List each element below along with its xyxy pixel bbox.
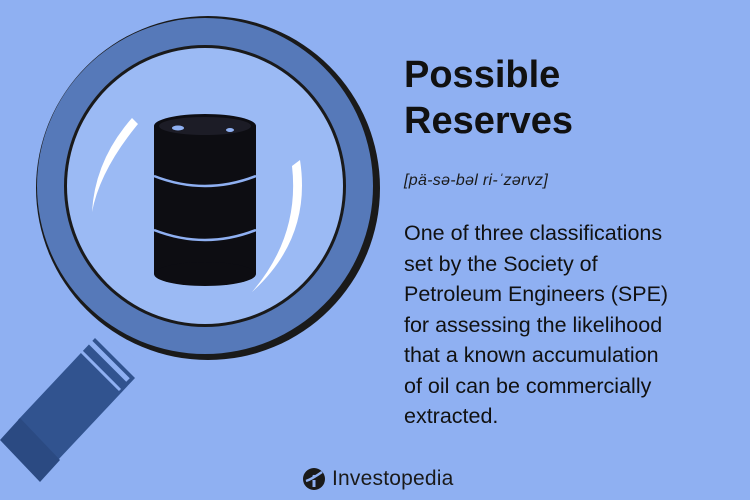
definition-line: extracted.	[404, 404, 499, 428]
definition-line: One of three classifications	[404, 221, 663, 245]
brand-logo: Investopedia	[302, 464, 454, 494]
definition: One of three classifications set by the …	[404, 218, 724, 432]
oil-barrel-icon	[153, 114, 257, 286]
pronunciation: [pä-sə-bəl ri-ˈzərvz]	[404, 172, 549, 189]
brand-name: Investopedia	[332, 467, 454, 490]
definition-line: set by the Society of	[404, 251, 598, 276]
definition-line: Petroleum Engineers (SPE)	[404, 282, 669, 306]
term-title-line: Reserves	[404, 100, 574, 142]
investopedia-logo-icon	[303, 468, 325, 490]
term-title-line: Possible	[404, 54, 561, 96]
definition-line: of oil can be commercially	[404, 373, 652, 398]
definition-line: for assessing the likelihood	[404, 312, 663, 337]
definition-line: that a known accumulation	[404, 343, 659, 367]
term-title: Possible Reserves	[404, 52, 724, 144]
